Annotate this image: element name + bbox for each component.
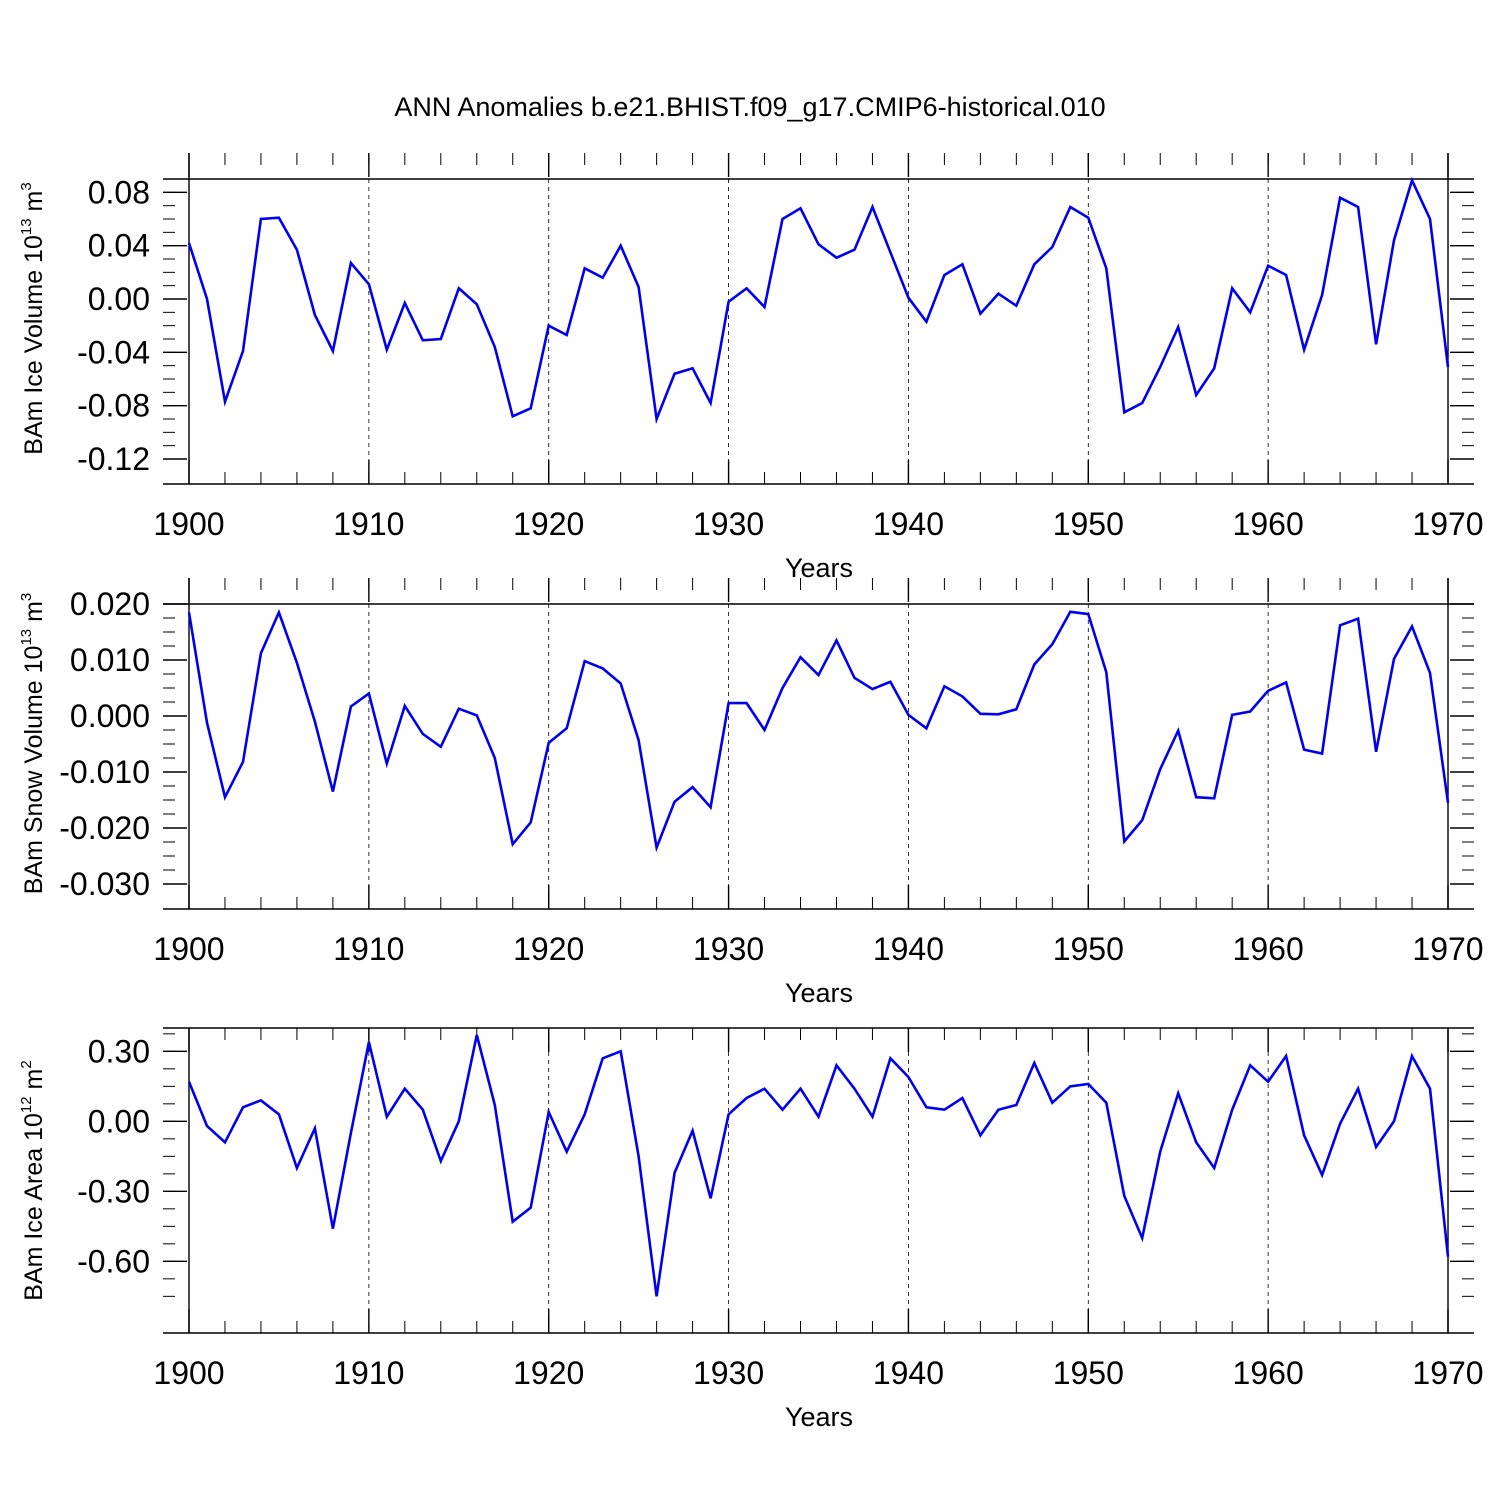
x-tick-label: 1910 xyxy=(333,931,404,967)
x-axis-label: Years xyxy=(785,553,853,583)
x-tick-label: 1900 xyxy=(153,931,224,967)
x-tick-label: 1940 xyxy=(873,931,944,967)
y-tick-label: 0.30 xyxy=(88,1033,150,1069)
y-tick-label: -0.08 xyxy=(77,388,150,424)
x-tick-label: 1970 xyxy=(1412,931,1483,967)
y-axis-label: BAm Ice Area 1012 m2 xyxy=(18,1060,48,1300)
figure-title: ANN Anomalies b.e21.BHIST.f09_g17.CMIP6-… xyxy=(394,92,1105,122)
y-label-unit: m xyxy=(20,191,48,219)
y-label-text: BAm Ice Volume 10 xyxy=(20,235,48,455)
y-tick-label: 0.010 xyxy=(70,642,150,678)
x-tick-label: 1970 xyxy=(1412,1355,1483,1391)
x-tick-label: 1900 xyxy=(153,1355,224,1391)
y-tick-label: 0.00 xyxy=(88,1103,150,1139)
x-tick-label: 1960 xyxy=(1233,1355,1304,1391)
y-tick-label: 0.04 xyxy=(88,228,150,264)
y-label-exponent: 13 xyxy=(18,629,35,646)
y-tick-label: -0.60 xyxy=(77,1243,150,1279)
x-tick-label: 1970 xyxy=(1412,506,1483,542)
y-tick-label: -0.12 xyxy=(77,441,150,477)
x-tick-label: 1940 xyxy=(873,506,944,542)
y-axis-label: BAm Snow Volume 1013 m3 xyxy=(18,593,48,895)
y-axis-label: BAm Ice Volume 1013 m3 xyxy=(18,182,48,454)
x-tick-label: 1900 xyxy=(153,506,224,542)
panels: 1900 1910 1920 1930 1940 1950 1960 1970 -0.12 -0.… xyxy=(18,153,1484,1432)
x-tick-label: 1920 xyxy=(513,1355,584,1391)
y-label-exponent: 13 xyxy=(18,218,35,235)
y-label-unit: m xyxy=(20,1069,48,1097)
x-tick-label: 1960 xyxy=(1233,506,1304,542)
x-axis-label: Years xyxy=(785,1402,853,1432)
y-tick-label: 0.000 xyxy=(70,698,150,734)
x-tick-label: 1920 xyxy=(513,931,584,967)
y-tick-label: 0.08 xyxy=(88,174,150,210)
x-tick-label: 1920 xyxy=(513,506,584,542)
y-tick-label: 0.020 xyxy=(70,586,150,622)
x-tick-label: 1940 xyxy=(873,1355,944,1391)
y-tick-label: -0.020 xyxy=(59,810,150,846)
y-label-text: BAm Ice Area 10 xyxy=(20,1113,48,1301)
x-tick-label: 1950 xyxy=(1053,1355,1124,1391)
x-tick-label: 1950 xyxy=(1053,931,1124,967)
x-tick-label: 1950 xyxy=(1053,506,1124,542)
panel-3: 1900 1910 1920 1930 1940 1950 1960 1970 -0.60 -0.… xyxy=(18,1027,1484,1432)
y-tick-label: -0.010 xyxy=(59,754,150,790)
y-label-unit-exponent: 3 xyxy=(18,182,35,190)
y-tick-label: 0.00 xyxy=(88,281,150,317)
x-tick-label: 1910 xyxy=(333,1355,404,1391)
y-label-text: BAm Snow Volume 10 xyxy=(20,646,48,895)
y-tick-label: -0.30 xyxy=(77,1173,150,1209)
y-tick-label: -0.030 xyxy=(59,866,150,902)
x-tick-label: 1930 xyxy=(693,1355,764,1391)
panel-1: 1900 1910 1920 1930 1940 1950 1960 1970 -0.12 -0.… xyxy=(18,153,1484,583)
y-label-unit-exponent: 3 xyxy=(18,593,35,601)
panel-2: 1900 1910 1920 1930 1940 1950 1960 1970 -0.030 -0… xyxy=(18,578,1484,1008)
x-tick-label: 1910 xyxy=(333,506,404,542)
y-label-exponent: 12 xyxy=(18,1096,35,1113)
y-label-unit: m xyxy=(20,601,48,629)
series-line-bam-ice-area xyxy=(187,1034,1450,1297)
series-line-bam-ice-volume xyxy=(187,176,1450,425)
x-axis-label: Years xyxy=(785,978,853,1008)
x-tick-label: 1960 xyxy=(1233,931,1304,967)
y-tick-label: -0.04 xyxy=(77,334,150,370)
x-tick-label: 1930 xyxy=(693,931,764,967)
x-tick-label: 1930 xyxy=(693,506,764,542)
series-line-bam-snow-volume xyxy=(187,608,1450,853)
y-label-unit-exponent: 2 xyxy=(18,1060,35,1068)
